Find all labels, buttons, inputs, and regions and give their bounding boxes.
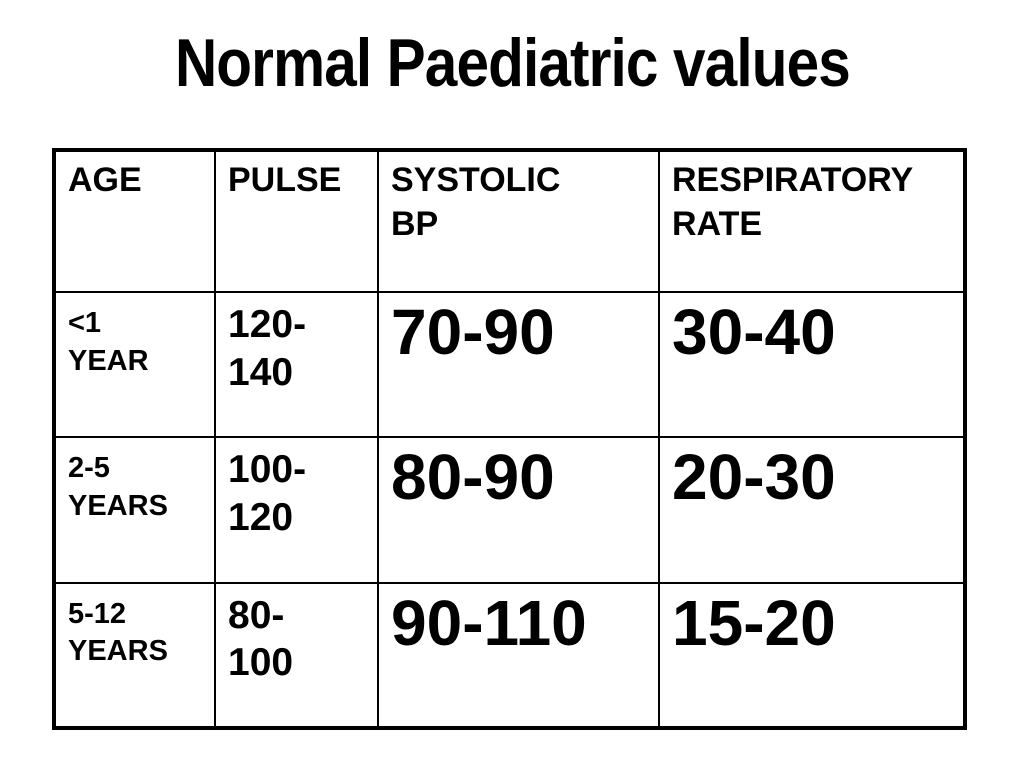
column-header-age: AGE [53, 149, 216, 293]
cell-respiratory-rate: 15-20 [658, 581, 966, 730]
column-header-systolic-bp: SYSTOLIC BP [377, 149, 660, 293]
cell-respiratory-rate: 20-30 [658, 436, 966, 584]
cell-respiratory-rate: 30-40 [658, 290, 966, 439]
column-header-respiratory-rate: RESPIRATORY RATE [658, 149, 966, 293]
table-row: 5-12 YEARS 80- 100 90-110 15-20 [53, 581, 966, 730]
table-header-row: AGE PULSE SYSTOLIC BP RESPIRATORY RATE [53, 149, 966, 293]
cell-systolic-bp: 80-90 [377, 436, 660, 584]
cell-pulse: 100- 120 [214, 436, 379, 584]
cell-pulse: 120- 140 [214, 290, 379, 439]
page-title-text: Normal Paediatric values [174, 25, 851, 101]
page-title: Normal Paediatric values [0, 26, 1024, 101]
cell-age: <1 YEAR [53, 290, 216, 439]
cell-systolic-bp: 90-110 [377, 581, 660, 730]
cell-age: 2-5 YEARS [53, 436, 216, 584]
column-header-pulse: PULSE [214, 149, 379, 293]
paediatric-values-table: AGE PULSE SYSTOLIC BP RESPIRATORY RATE <… [52, 148, 967, 730]
cell-systolic-bp: 70-90 [377, 290, 660, 439]
table-row: 2-5 YEARS 100- 120 80-90 20-30 [53, 436, 966, 584]
cell-pulse: 80- 100 [214, 581, 379, 730]
table-row: <1 YEAR 120- 140 70-90 30-40 [53, 290, 966, 439]
cell-age: 5-12 YEARS [53, 581, 216, 730]
